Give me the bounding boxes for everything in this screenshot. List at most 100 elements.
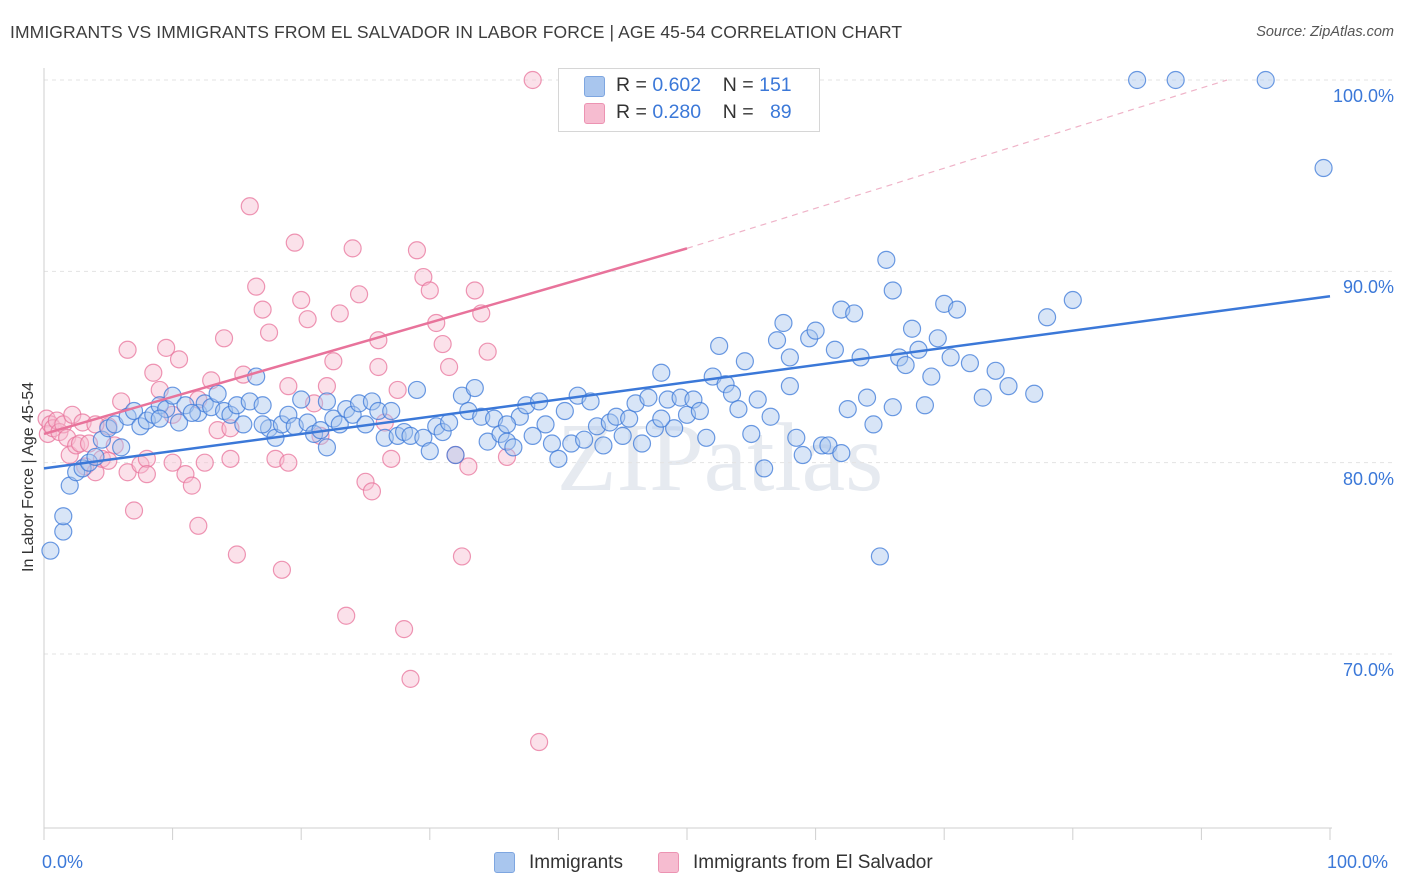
- x-tick-label-max: 100.0%: [1327, 852, 1389, 872]
- el-salvador-point: [330, 304, 349, 323]
- immigrants-point: [465, 378, 484, 398]
- el-salvador-point: [343, 239, 362, 258]
- immigrants-point: [549, 449, 568, 468]
- el-salvador-point: [221, 449, 240, 468]
- el-salvador-point: [189, 516, 208, 535]
- immigrants-point: [169, 413, 189, 432]
- immigrants-point: [54, 522, 73, 541]
- legend-swatch-pink: [584, 103, 605, 124]
- immigrants-point: [497, 415, 517, 434]
- el-salvador-point: [195, 453, 214, 472]
- immigrants-point: [832, 444, 851, 463]
- el-salvador-point: [497, 447, 517, 467]
- el-salvador-point: [356, 472, 375, 491]
- immigrants-point: [883, 398, 902, 417]
- immigrants-point: [883, 281, 902, 300]
- immigrants-point: [382, 401, 401, 421]
- bottom-legend-swatch-pink: [658, 852, 679, 873]
- immigrants-point: [710, 336, 729, 356]
- immigrants-point: [857, 388, 877, 407]
- immigrants-point: [665, 419, 684, 438]
- legend-n-value: 151: [759, 74, 792, 96]
- immigrants-point: [845, 304, 864, 323]
- immigrants-point: [555, 401, 574, 421]
- immigrants-point: [1127, 70, 1147, 90]
- el-salvador-point: [285, 233, 304, 252]
- immigrants-point: [922, 367, 941, 386]
- immigrants-point: [774, 313, 793, 333]
- chart-title: IMMIGRANTS VS IMMIGRANTS FROM EL SALVADO…: [10, 22, 903, 42]
- immigrants-point: [317, 438, 337, 457]
- el-salvador-point: [279, 377, 298, 396]
- immigrants-point: [317, 392, 337, 411]
- y-tick-label: 80.0%: [1342, 468, 1394, 489]
- el-salvador-point: [459, 457, 478, 476]
- el-salvador-point: [157, 338, 176, 357]
- immigrants-point: [1037, 308, 1057, 327]
- el-salvador-point: [478, 342, 497, 361]
- y-tick-label: 70.0%: [1342, 660, 1394, 680]
- el-salvador-point: [240, 197, 259, 216]
- immigrants-point: [92, 430, 111, 449]
- el-salvador-point: [259, 323, 279, 342]
- el-salvador-point: [324, 352, 343, 371]
- immigrants-point: [420, 442, 439, 461]
- immigrants-point: [1063, 290, 1082, 310]
- immigrants-point: [690, 401, 709, 421]
- immigrants-point: [613, 426, 632, 445]
- y-tick-label: 100.0%: [1332, 86, 1394, 106]
- x-tick-label-min: 0.0%: [42, 852, 84, 872]
- immigrants-point: [292, 390, 311, 409]
- immigrants-point: [439, 413, 459, 432]
- immigrants-point: [896, 355, 915, 375]
- immigrants-point: [652, 409, 671, 428]
- immigrants-point: [755, 459, 774, 478]
- el-salvador-point: [452, 547, 472, 566]
- correlation-legend: R = 0.602 N = 151 R = 0.280 N = 89: [558, 68, 820, 132]
- el-salvador-point: [227, 545, 246, 564]
- el-salvador-point: [337, 606, 356, 625]
- el-salvador-point: [382, 449, 401, 468]
- el-salvador-point: [401, 669, 420, 688]
- el-salvador-point: [112, 392, 131, 411]
- el-salvador-point: [247, 277, 266, 296]
- el-salvador-point: [118, 340, 137, 359]
- immigrants-point: [253, 415, 272, 434]
- immigrants-point: [684, 390, 703, 409]
- legend-swatch-blue: [584, 76, 605, 97]
- immigrants-point: [182, 403, 201, 423]
- immigrants-point: [787, 428, 806, 447]
- immigrants-point: [838, 399, 857, 419]
- immigrants-point: [632, 434, 652, 453]
- el-salvador-point: [394, 620, 414, 639]
- watermark: ZIPatlas: [557, 404, 884, 512]
- immigrants-trend-line: [43, 294, 1331, 470]
- immigrants-point: [645, 419, 664, 438]
- el-salvador-point: [523, 70, 542, 90]
- el-salvador-point: [176, 465, 195, 484]
- immigrants-point: [947, 300, 967, 319]
- el-salvador-point: [369, 357, 388, 377]
- immigrants-point: [735, 352, 754, 371]
- immigrants-point: [941, 348, 960, 367]
- immigrants-point: [729, 399, 748, 419]
- el-salvador-point: [60, 445, 79, 465]
- el-salvador-point: [407, 241, 427, 260]
- el-salvador-point: [214, 329, 234, 348]
- immigrants-point: [748, 390, 767, 409]
- el-salvador-point: [144, 363, 163, 382]
- immigrants-point: [523, 426, 542, 445]
- data-points: [37, 70, 1333, 752]
- immigrants-point: [1256, 70, 1275, 90]
- immigrants-point: [1166, 70, 1185, 90]
- immigrants-point: [928, 329, 947, 348]
- el-salvador-point: [433, 334, 452, 354]
- immigrants-point: [221, 405, 240, 424]
- el-salvador-trend-line: [43, 247, 688, 436]
- el-salvador-point: [279, 453, 298, 472]
- immigrants-point: [1025, 384, 1044, 403]
- immigrants-point: [279, 405, 298, 424]
- immigrants-point: [780, 348, 799, 367]
- el-salvador-point: [349, 285, 369, 304]
- immigrants-point: [742, 424, 761, 444]
